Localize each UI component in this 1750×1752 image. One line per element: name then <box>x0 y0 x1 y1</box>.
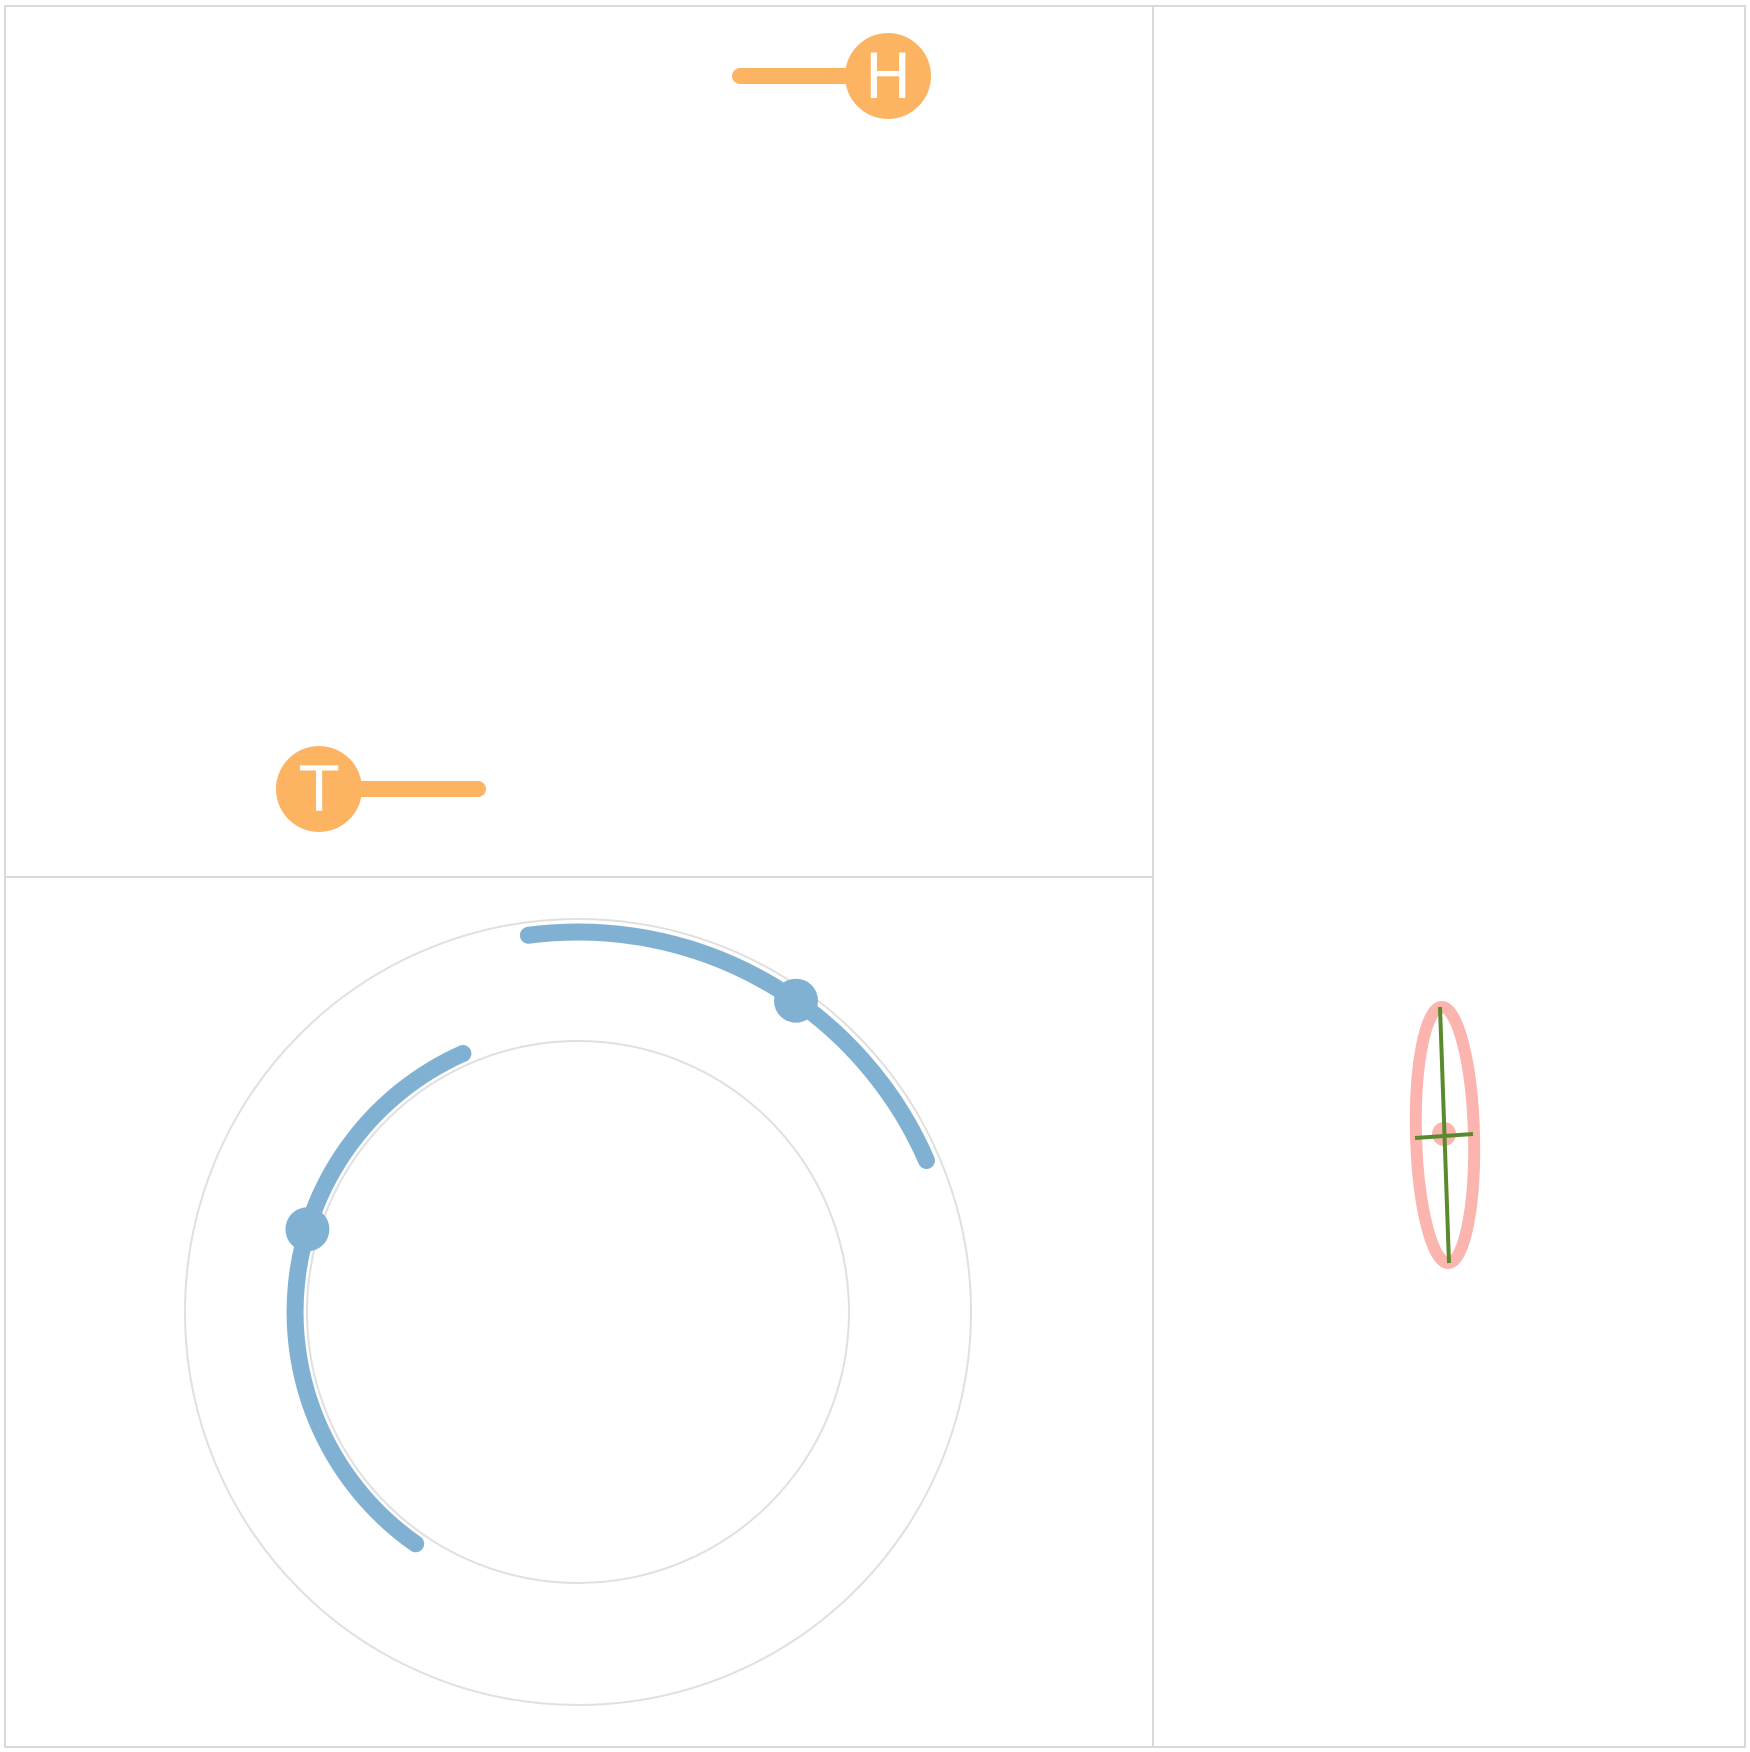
outer-arc[interactable] <box>519 923 935 1169</box>
top-panel-handles: H T <box>276 33 931 832</box>
top-left-panel <box>4 5 1154 878</box>
head-handle[interactable]: H <box>732 33 931 119</box>
bottom-left-panel <box>4 876 1154 1748</box>
outer-ring <box>184 918 972 1706</box>
inner-arc[interactable] <box>286 1045 472 1553</box>
inner-arc-knob[interactable] <box>285 1207 330 1252</box>
right-panel <box>1152 5 1746 1748</box>
outer-arc-knob[interactable] <box>774 978 818 1023</box>
bottom-panel-rings <box>184 918 972 1706</box>
inner-ring <box>306 1040 850 1584</box>
tail-handle-circle-icon[interactable] <box>276 746 362 832</box>
tail-handle-label: T <box>299 753 339 826</box>
head-handle-circle-icon[interactable] <box>845 33 931 119</box>
minor-axis-line <box>1414 1132 1474 1140</box>
head-handle-label: H <box>865 40 912 113</box>
tail-handle[interactable]: T <box>276 746 486 832</box>
right-panel-ellipse <box>1409 1001 1481 1269</box>
panel-frames <box>4 5 1746 1748</box>
